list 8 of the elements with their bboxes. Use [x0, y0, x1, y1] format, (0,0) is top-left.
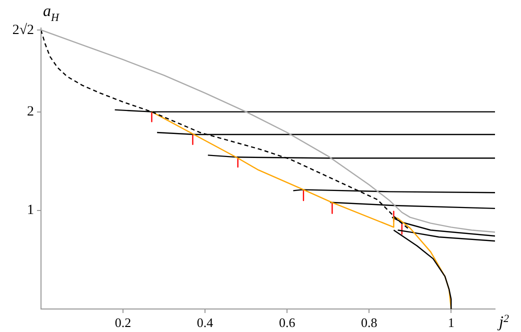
y-tick-label: 2	[27, 104, 34, 120]
x-tick-label: 0.4	[196, 315, 214, 330]
x-tick-label: 1	[448, 315, 454, 330]
x-tick-label: 0.8	[360, 315, 378, 330]
y-tick-label: 2√2	[12, 22, 34, 38]
x-tick-label: 0.6	[278, 315, 296, 330]
x-tick-label: 0.2	[114, 315, 132, 330]
y-tick-label: 1	[27, 203, 34, 218]
